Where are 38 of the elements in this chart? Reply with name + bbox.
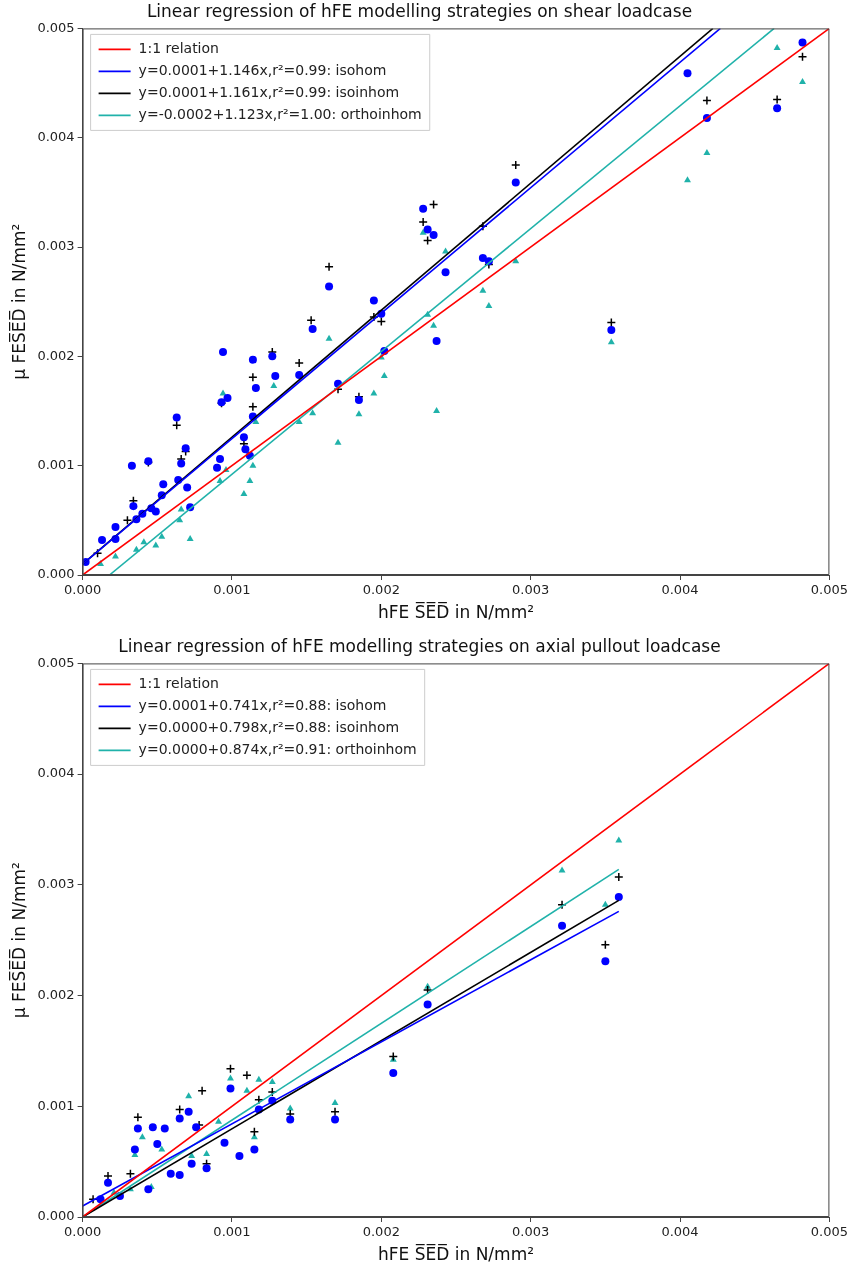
- legend-label: 1:1 relation: [138, 40, 219, 57]
- y-tick-label: 0.001: [37, 1097, 75, 1113]
- x-tick-label: 0.003: [512, 1224, 550, 1240]
- x-tick-label: 0.005: [810, 582, 848, 598]
- y-tick-label: 0.002: [37, 347, 75, 363]
- x-tick-label: 0.002: [362, 1224, 400, 1240]
- y-axis-title: μ FES̅E̅D̅ in N/mm²: [7, 223, 29, 380]
- chart-title: Linear regression of hFE modelling strategies on shear loadcase: [146, 0, 693, 21]
- x-tick-label: 0.004: [661, 1224, 699, 1240]
- legend-label: y=0.0000+0.798x,r²=0.88: isoinhom: [138, 719, 400, 736]
- x-tick-label: 0.005: [810, 1224, 848, 1240]
- y-tick-label: 0.004: [37, 129, 75, 145]
- x-tick-label: 0.002: [362, 582, 400, 598]
- y-tick-label: 0.005: [37, 19, 75, 35]
- x-tick-label: 0.001: [213, 582, 251, 598]
- chart-title: Linear regression of hFE modelling strategies on axial pullout loadcase: [118, 635, 721, 656]
- y-tick-label: 0.002: [37, 986, 75, 1002]
- y-tick-label: 0.004: [37, 765, 75, 781]
- legend-label: y=0.0001+0.741x,r²=0.88: isohom: [138, 697, 387, 714]
- y-tick-label: 0.003: [37, 238, 75, 254]
- legend-label: y=0.0000+0.874x,r²=0.91: orthoinhom: [138, 741, 417, 758]
- x-tick-label: 0.000: [64, 582, 102, 598]
- y-tick-label: 0.005: [37, 654, 75, 670]
- legend-label: y=0.0001+1.146x,r²=0.99: isohom: [138, 62, 387, 79]
- y-tick-label: 0.001: [37, 457, 75, 473]
- x-tick-label: 0.001: [213, 1224, 251, 1240]
- x-axis-title: hFE S̅E̅D̅ in N/mm²: [378, 1243, 535, 1265]
- legend-label: y=0.0001+1.161x,r²=0.99: isoinhom: [138, 84, 400, 101]
- x-tick-label: 0.004: [661, 582, 699, 598]
- y-tick-label: 0.003: [37, 876, 75, 892]
- y-tick-label: 0.000: [37, 566, 75, 582]
- y-axis-title: μ FES̅E̅D̅ in N/mm²: [7, 862, 29, 1019]
- x-tick-label: 0.000: [64, 1224, 102, 1240]
- y-tick-label: 0.000: [37, 1208, 75, 1224]
- legend-label: 1:1 relation: [138, 675, 219, 692]
- x-tick-label: 0.003: [512, 582, 550, 598]
- x-axis-title: hFE S̅E̅D̅ in N/mm²: [378, 601, 535, 623]
- legend-label: y=-0.0002+1.123x,r²=1.00: orthoinhom: [138, 106, 422, 123]
